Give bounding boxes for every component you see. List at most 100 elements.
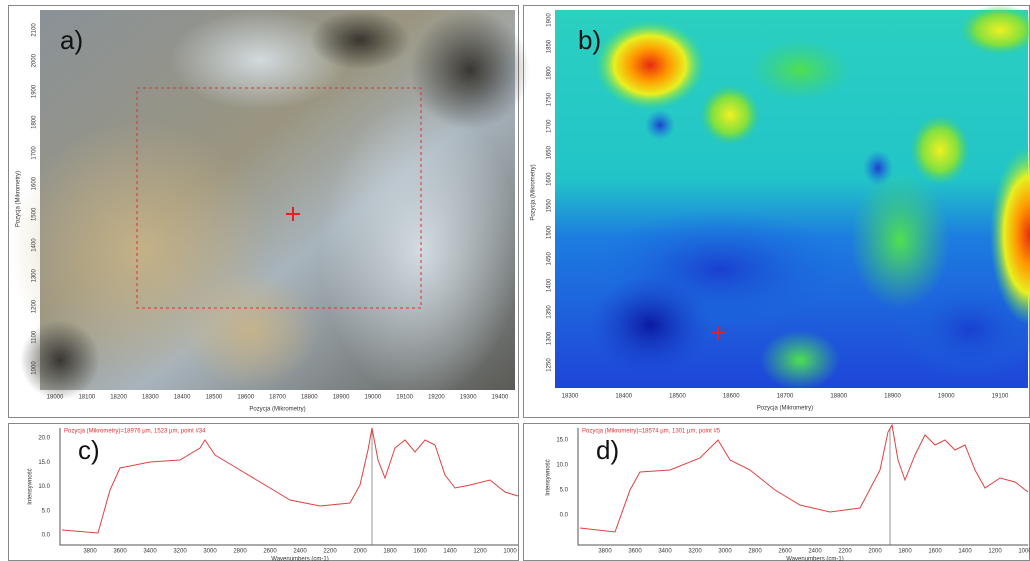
- y-tick-label: 1550: [547, 198, 553, 212]
- spectra: [60, 425, 1028, 545]
- x-tick-label: 18600: [237, 395, 254, 401]
- x-tick-label: 2800: [748, 549, 762, 555]
- y-tick-label: 1000: [32, 361, 38, 375]
- figure: a) Pozycja (Mikrometry) Pozycja (Mikrometr…: [0, 0, 1030, 561]
- panel-label: a): [60, 25, 83, 55]
- y-tick-label: 1900: [547, 13, 553, 27]
- x-tick-label: 18200: [110, 395, 127, 401]
- x-tick-label: 2600: [778, 549, 792, 555]
- x-tick-label: 1600: [928, 549, 942, 555]
- y-tick-label: 1300: [32, 268, 38, 282]
- x-tick-label: 18300: [142, 395, 159, 401]
- x-tick-label: 1800: [898, 549, 912, 555]
- x-tick-label: 2400: [293, 549, 307, 555]
- x-tick-label: 1000: [503, 549, 517, 555]
- x-tick-label: 18400: [615, 394, 632, 400]
- x-tick-label: 3200: [688, 549, 702, 555]
- x-tick-label: 2600: [263, 549, 277, 555]
- y-tick-label: 1900: [32, 84, 38, 98]
- y-tick-label: 1100: [32, 330, 38, 344]
- x-tick-label: 3200: [173, 549, 187, 555]
- x-tick-label: 19000: [365, 395, 382, 401]
- micrograph: [10, 10, 530, 400]
- x-tick-label: 3800: [83, 549, 97, 555]
- x-axis-label: Wavenumbers (cm-1): [786, 557, 843, 561]
- x-tick-label: 18500: [206, 395, 223, 401]
- y-tick-label: 10.0: [38, 484, 50, 490]
- x-tick-label: 18600: [723, 394, 740, 400]
- x-tick-label: 3800: [598, 549, 612, 555]
- page: {"panels": [ {"label": "a)", "x_label": …: [0, 0, 1030, 561]
- y-tick-label: 15.0: [556, 438, 568, 444]
- y-tick-label: 1800: [32, 115, 38, 129]
- x-tick-label: 2000: [868, 549, 882, 555]
- x-tick-label: 1600: [413, 549, 427, 555]
- x-tick-label: 1800: [383, 549, 397, 555]
- x-tick-label: 1000: [1018, 549, 1030, 555]
- y-tick-label: 1300: [547, 331, 553, 345]
- y-tick-label: 1500: [32, 207, 38, 221]
- x-tick-label: 18100: [78, 395, 95, 401]
- y-axis-label: Pozycja (Mikrometry): [16, 171, 22, 227]
- x-tick-label: 19200: [428, 395, 445, 401]
- x-tick-label: 1400: [443, 549, 457, 555]
- x-tick-label: 3400: [143, 549, 157, 555]
- x-tick-label: 2000: [353, 549, 367, 555]
- panel-label: d): [596, 435, 619, 465]
- x-tick-label: 1400: [958, 549, 972, 555]
- x-tick-label: 3000: [718, 549, 732, 555]
- heatmap: [555, 5, 1030, 390]
- x-tick-label: 19400: [492, 395, 509, 401]
- panel-label: c): [78, 435, 100, 465]
- x-tick-label: 18000: [47, 395, 64, 401]
- x-axis-label: Pozycja (Mikrometry): [757, 406, 813, 412]
- y-tick-label: 20.0: [38, 436, 50, 442]
- y-tick-label: 1750: [547, 92, 553, 106]
- x-tick-label: 2800: [233, 549, 247, 555]
- y-axis-label: Intensywność: [28, 468, 34, 504]
- y-tick-label: 1200: [32, 299, 38, 313]
- x-tick-label: 18400: [174, 395, 191, 401]
- y-tick-label: 1700: [547, 119, 553, 133]
- spectrum-header: Pozycja (Mikrometry)=18976 µm, 1523 µm, …: [64, 429, 206, 435]
- x-tick-label: 18500: [669, 394, 686, 400]
- y-tick-label: 1600: [547, 172, 553, 186]
- x-tick-label: 2400: [808, 549, 822, 555]
- y-tick-label: 0.0: [42, 533, 51, 539]
- y-tick-label: 10.0: [556, 463, 568, 469]
- y-tick-label: 1600: [32, 176, 38, 190]
- x-tick-label: 3000: [203, 549, 217, 555]
- x-tick-label: 18700: [777, 394, 794, 400]
- y-tick-label: 1250: [547, 358, 553, 372]
- x-tick-label: 3600: [113, 549, 127, 555]
- x-tick-label: 18900: [333, 395, 350, 401]
- x-tick-label: 18800: [301, 395, 318, 401]
- y-axis-label: Intensywność: [546, 459, 552, 495]
- y-tick-label: 1700: [32, 146, 38, 160]
- x-tick-label: 2200: [838, 549, 852, 555]
- y-tick-label: 1400: [547, 278, 553, 292]
- y-tick-label: 1500: [547, 225, 553, 239]
- x-tick-label: 3600: [628, 549, 642, 555]
- y-axis-label: Pozycja (Mikrometry): [531, 164, 537, 220]
- x-tick-label: 19300: [460, 395, 477, 401]
- x-tick-label: 3400: [658, 549, 672, 555]
- x-tick-label: 19100: [396, 395, 413, 401]
- y-tick-label: 1650: [547, 145, 553, 159]
- y-tick-label: 15.0: [38, 460, 50, 466]
- x-tick-label: 18300: [562, 394, 579, 400]
- x-axis-label: Pozycja (Mikrometry): [249, 407, 305, 413]
- x-tick-label: 1200: [988, 549, 1002, 555]
- y-tick-label: 1350: [547, 305, 553, 319]
- y-tick-label: 5.0: [42, 508, 51, 514]
- y-tick-label: 1800: [547, 66, 553, 80]
- x-tick-label: 18900: [884, 394, 901, 400]
- x-tick-label: 18800: [830, 394, 847, 400]
- x-tick-label: 19100: [992, 394, 1009, 400]
- x-axis-label: Wavenumbers (cm-1): [271, 557, 328, 561]
- y-tick-label: 5.0: [560, 488, 569, 494]
- y-tick-label: 2100: [32, 23, 38, 37]
- y-tick-label: 0.0: [560, 513, 569, 519]
- y-tick-label: 1450: [547, 252, 553, 266]
- spectrum-header: Pozycja (Mikrometry)=18574 µm, 1301 µm, …: [582, 429, 721, 435]
